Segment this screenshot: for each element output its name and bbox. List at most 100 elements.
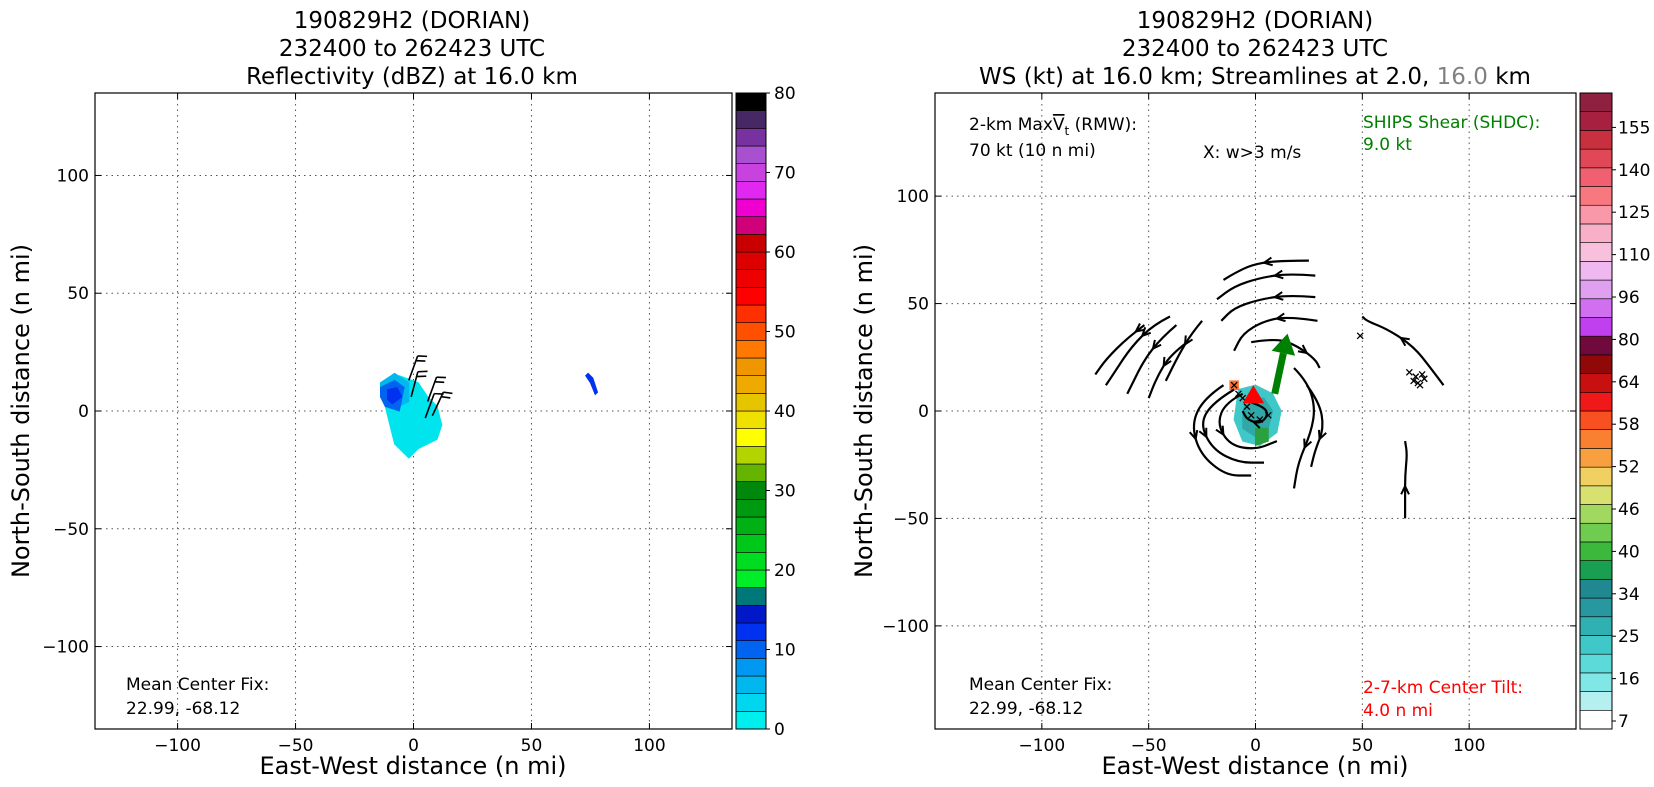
reflectivity-colorbar-swatch xyxy=(735,410,767,429)
ships-shear-label: SHIPS Shear (SHDC): xyxy=(1363,113,1540,133)
reflectivity-colorbar-label: 40 xyxy=(774,402,796,422)
echo-region xyxy=(387,386,403,405)
reflectivity-colorbar-swatch xyxy=(735,711,767,730)
wind-barb-feather xyxy=(443,391,453,395)
reflectivity-colorbar-swatch xyxy=(735,216,767,235)
updraft-x-marker xyxy=(1416,381,1424,389)
reflectivity-y-tick-label: −100 xyxy=(42,638,89,658)
reflectivity-title-line1: 190829H2 (DORIAN) xyxy=(294,8,531,34)
wind-speed-markers xyxy=(1230,332,1428,424)
reflectivity-x-tick-label: −100 xyxy=(154,736,201,756)
wind-speed-colorbar-label: 80 xyxy=(1618,330,1640,350)
reflectivity-colorbar-swatch xyxy=(735,393,767,412)
vertical-velocity-key: X: w>3 m/s xyxy=(1203,143,1301,163)
wind-speed-colorbar-swatch xyxy=(1579,298,1613,318)
wind-speed-colorbar-label: 58 xyxy=(1618,415,1640,435)
reflectivity-colorbar-swatch xyxy=(735,446,767,465)
reflectivity-colorbar-swatch xyxy=(735,357,767,376)
rmw-label: 2-km MaxVt (RMW): xyxy=(969,115,1137,138)
reflectivity-colorbar-label: 70 xyxy=(774,164,796,184)
wind-speed-colorbar-swatch xyxy=(1579,522,1613,543)
wind-speed-x-tick-label: 100 xyxy=(1453,736,1485,756)
ships-shear-value: 9.0 kt xyxy=(1363,135,1412,155)
reflectivity-colorbar-swatch xyxy=(735,128,767,147)
center-tilt-value: 4.0 n mi xyxy=(1363,701,1433,721)
wind-speed-colorbar-swatch xyxy=(1579,560,1613,580)
reflectivity-axis-ticks: −100 −50 0 50 100 −100 −50 0 50 100 xyxy=(42,93,732,756)
reflectivity-colorbar-swatch xyxy=(735,92,767,111)
streamline xyxy=(1251,338,1321,369)
wind-speed-colorbar-swatch xyxy=(1579,242,1613,262)
reflectivity-colorbar-swatch xyxy=(735,675,767,694)
streamline-arrowhead xyxy=(1151,339,1162,351)
reflectivity-colorbar-label: 30 xyxy=(774,482,796,502)
wind-speed-colorbar-swatch xyxy=(1579,616,1613,636)
reflectivity-colorbar-swatch xyxy=(735,605,767,624)
shear-vector-shaft xyxy=(1271,352,1287,395)
wind-speed-colorbar-swatch xyxy=(1579,653,1613,674)
wind-speed-x-tick-label: 50 xyxy=(1352,736,1374,756)
center-tilt-label: 2-7-km Center Tilt: xyxy=(1363,678,1523,698)
wind-speed-title-line2: 232400 to 262423 UTC xyxy=(1122,36,1388,62)
reflectivity-colorbar-label: 20 xyxy=(774,561,796,581)
streamline-arrowhead xyxy=(1198,427,1208,439)
reflectivity-colorbar-swatch xyxy=(735,622,767,641)
wind-speed-colorbar-label: 64 xyxy=(1618,373,1640,393)
wind-speed-colorbar-label: 7 xyxy=(1618,712,1629,732)
wind-speed-title-line3-unit: km xyxy=(1495,64,1531,90)
streamlines xyxy=(1094,256,1445,519)
wind-speed-colorbar-swatch xyxy=(1579,261,1613,281)
reflectivity-colorbar-swatch xyxy=(735,269,767,288)
wind-barb-feather xyxy=(441,395,451,399)
reflectivity-colorbar-swatch xyxy=(735,640,767,659)
streamline xyxy=(1126,324,1178,395)
wind-speed-colorbar-swatch xyxy=(1579,635,1613,655)
wind-barb-staff xyxy=(424,393,435,419)
updraft-x-marker xyxy=(1412,373,1420,381)
streamline-arrowhead xyxy=(1261,256,1273,267)
reflectivity-x-tick-label: 50 xyxy=(521,736,543,756)
wind-speed-title-line1: 190829H2 (DORIAN) xyxy=(1137,8,1374,34)
wind-speed-colorbar-label: 34 xyxy=(1618,585,1640,605)
reflectivity-echoes xyxy=(380,372,599,459)
reflectivity-colorbar-swatch xyxy=(735,658,767,677)
reflectivity-colorbar-swatch xyxy=(735,145,767,164)
wind-speed-colorbar-frame xyxy=(1579,92,1613,730)
reflectivity-title-line3: Reflectivity (dBZ) at 16.0 km xyxy=(246,64,578,90)
streamline-arrowhead xyxy=(1134,323,1145,333)
updraft-x-marker xyxy=(1230,381,1238,389)
reflectivity-y-tick-label: 0 xyxy=(78,402,89,422)
wind-speed-y-tick-label: 100 xyxy=(897,187,929,207)
wind-speed-colorbar-label: 16 xyxy=(1618,670,1640,690)
wind-speed-center-fix-value: 22.99, -68.12 xyxy=(969,699,1083,719)
reflectivity-x-tick-label: 0 xyxy=(408,736,419,756)
tilt-vector-head xyxy=(1242,385,1265,404)
updraft-x-marker xyxy=(1256,416,1264,424)
reflectivity-grid xyxy=(95,93,732,729)
streamline-arrowhead xyxy=(1251,419,1263,429)
wind-speed-colorbar-swatch xyxy=(1579,391,1613,412)
wind-speed-colorbar-label: 40 xyxy=(1618,542,1640,562)
wind-speed-colorbar-swatch xyxy=(1579,317,1613,337)
reflectivity-colorbar-swatch xyxy=(735,163,767,182)
reflectivity-x-tick-label: −50 xyxy=(278,736,314,756)
wind-speed-colorbar-swatch xyxy=(1579,130,1613,150)
reflectivity-panel: 190829H2 (DORIAN) 232400 to 262423 UTC R… xyxy=(7,8,796,780)
reflectivity-colorbar-label: 0 xyxy=(774,720,785,740)
wind-speed-x-tick-label: 0 xyxy=(1250,736,1261,756)
wind-speed-y-tick-label: −50 xyxy=(893,509,929,529)
reflectivity-center-fix-label: Mean Center Fix: xyxy=(126,675,269,695)
updraft-x-marker xyxy=(1264,411,1272,419)
streamline-arrowhead xyxy=(1140,326,1152,338)
reflectivity-colorbar-swatch xyxy=(735,499,767,518)
wind-speed-colorbar-swatch xyxy=(1579,373,1613,393)
reflectivity-wind-barbs xyxy=(408,355,453,419)
reflectivity-colorbar-swatch xyxy=(735,463,767,482)
streamline-arrowhead xyxy=(1400,483,1410,495)
wind-speed-colorbar-swatch xyxy=(1579,410,1613,431)
streamline-arrowhead xyxy=(1215,425,1225,437)
updraft-x-marker xyxy=(1410,377,1418,385)
wind-speed-colorbar-label: 46 xyxy=(1618,500,1640,520)
streamline xyxy=(1292,367,1315,489)
reflectivity-colorbar-label: 50 xyxy=(774,323,796,343)
